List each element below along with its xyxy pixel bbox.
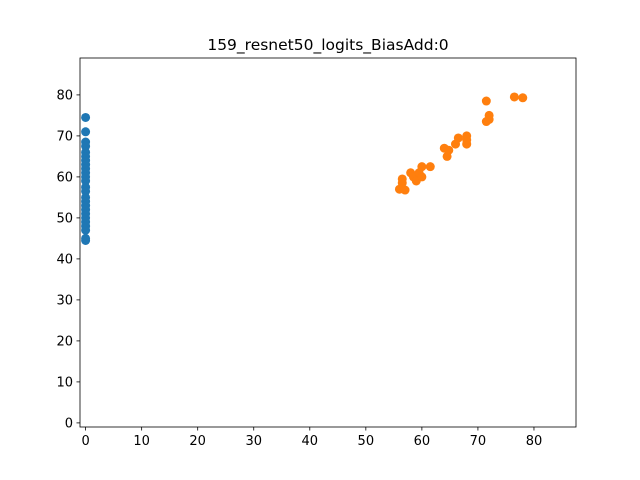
series-2-point-10 [417, 172, 427, 182]
x-tick-label-30: 30 [245, 434, 262, 449]
y-tick-label-30: 30 [56, 293, 73, 308]
series-1-point-12 [81, 176, 91, 186]
x-tick-label-40: 40 [302, 434, 319, 449]
series-1-point-4 [81, 141, 91, 151]
x-tick-label-0: 0 [81, 434, 89, 449]
series-2-point-4 [400, 185, 410, 195]
series-2-point-9 [417, 162, 427, 172]
series-2-point-22 [484, 115, 494, 124]
x-tick-label-50: 50 [358, 434, 375, 449]
plot-frame [79, 57, 577, 428]
x-tick-label-80: 80 [526, 434, 543, 449]
series-1-point-14 [81, 186, 91, 196]
series-2-point-19 [462, 135, 472, 145]
x-tick-label-60: 60 [414, 434, 431, 449]
x-tick-label-70: 70 [470, 434, 487, 449]
x-tick-label-10: 10 [133, 434, 150, 449]
y-tick-label-10: 10 [56, 375, 73, 390]
y-tick-label-70: 70 [56, 129, 73, 144]
series-1-point-25 [81, 235, 91, 245]
series-1-point-23 [81, 225, 91, 235]
y-tick-label-80: 80 [56, 88, 73, 103]
series-1-point-2 [81, 127, 91, 137]
series-2-point-25 [518, 93, 528, 103]
y-tick-label-40: 40 [56, 252, 73, 267]
axes-layer: 0 10 20 30 40 50 60 70 80 0 10 20 30 40 50 60 70 80 [56, 57, 577, 449]
y-tick-label-0: 0 [65, 416, 73, 431]
series-2-point-11 [425, 162, 435, 172]
x-tick-label-20: 20 [189, 434, 206, 449]
series-2-point-16 [453, 133, 463, 143]
y-tick-label-60: 60 [56, 170, 73, 185]
series-2-point-23 [481, 96, 491, 106]
series-2-point-3 [397, 178, 407, 188]
chart-title: 159_resnet50_logits_BiasAdd:0 [207, 36, 448, 55]
series-2-point-14 [444, 145, 454, 155]
series-2-point-24 [509, 92, 519, 102]
points-layer [81, 92, 528, 245]
y-tick-label-20: 20 [56, 334, 73, 349]
series-1-point-1 [81, 112, 91, 122]
y-tick-label-50: 50 [56, 211, 73, 226]
